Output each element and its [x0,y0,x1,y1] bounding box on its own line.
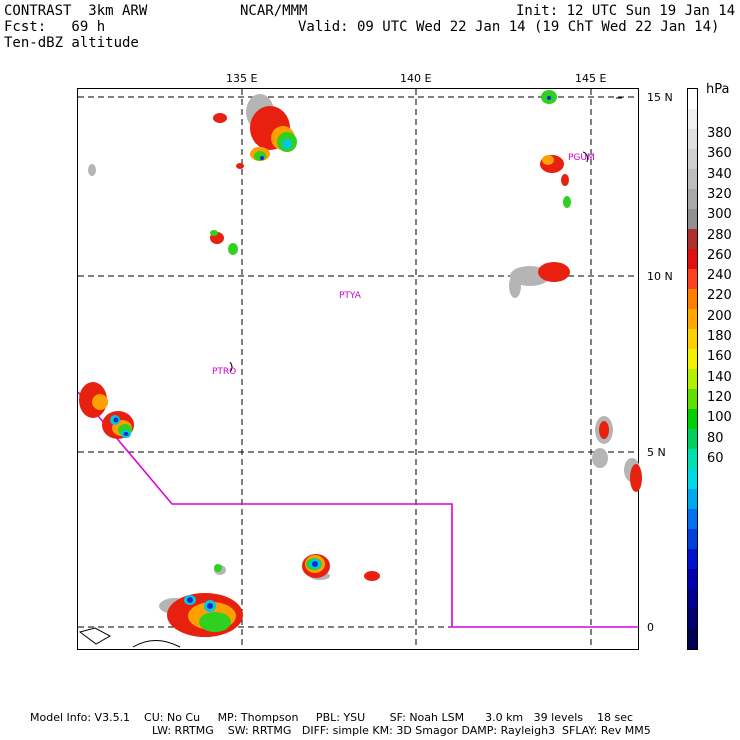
echo-cell [213,113,227,123]
colorbar-swatch [688,509,697,530]
coastline-palau [229,361,233,373]
echo-cell [214,564,222,572]
coastline-guam [582,151,588,163]
colorbar-label: 340 [707,166,732,182]
echo-core [113,417,119,423]
echo-cell [228,243,238,255]
echo-cell [561,174,569,186]
colorbar-swatch [688,389,697,410]
colorbar-swatch [688,129,697,150]
lon-label-145: 145 E [575,72,607,85]
echo-core [187,597,193,603]
echo-core [547,96,551,100]
colorbar-swatch [688,269,697,290]
lon-label-135: 135 E [226,72,258,85]
colorbar-swatch [688,209,697,230]
footer-model-info: Model Info: V3.5.1 CU: No Cu MP: Thompso… [30,711,634,724]
lat-label-15n: 15 N [647,91,673,104]
colorbar-label: 80 [707,430,724,446]
lat-label-0: 0 [647,621,654,634]
colorbar-swatch [688,189,697,210]
colorbar-swatch [688,549,697,570]
colorbar-swatch [688,229,697,250]
colorbar-swatch [688,469,697,490]
echo-cell [254,151,266,161]
colorbar-label: 180 [707,329,732,344]
field-name: Ten-dBZ altitude [4,35,139,51]
colorbar-swatch [688,629,697,650]
echo-core [312,561,318,567]
echo-cell [542,155,554,165]
echo-cell [92,394,108,410]
coastline-s [132,640,181,648]
colorbar-swatch [688,529,697,550]
colorbar-label: 320 [707,186,732,202]
colorbar-label: 300 [707,207,732,223]
colorbar-swatch [688,429,697,450]
boundary-line [77,391,638,628]
colorbar-label: 140 [707,369,732,385]
colorbar-label: 280 [707,227,732,243]
echo-cell [592,448,608,468]
colorbar-unit: hPa [706,82,730,97]
colorbar-swatch [688,569,697,590]
echo-cell [563,196,571,208]
colorbar-frame [687,88,698,650]
echo-core [123,432,129,436]
colorbar-swatch [688,369,697,390]
colorbar-label: 240 [707,268,732,284]
colorbar-swatch [688,489,697,510]
org-title: NCAR/MMM [240,3,308,19]
forecast-hour: Fcst: 69 h [4,19,106,35]
valid-time: Valid: 09 UTC Wed 22 Jan 14 (19 ChT Wed … [298,19,720,35]
colorbar-label: 380 [707,126,732,141]
echo-cell [88,164,96,176]
model-title: CONTRAST 3km ARW [4,3,148,19]
colorbar-label: 120 [707,389,732,405]
colorbar-swatch [688,109,697,130]
echo-cell [210,230,218,236]
echo-core [207,603,213,609]
colorbar-label: 200 [707,308,732,324]
footer-physics-info: LW: RRTMG SW: RRTMG DIFF: simple KM: 3D … [152,724,651,737]
colorbar-swatch [688,89,697,110]
colorbar-swatch [688,329,697,350]
colorbar-swatch [688,409,697,430]
colorbar-swatch [688,149,697,170]
echo-core [282,139,292,149]
colorbar-swatch [688,309,697,330]
colorbar-swatch [688,349,697,370]
colorbar-swatch [688,589,697,610]
colorbar-label: 260 [707,247,732,263]
colorbar-swatch [688,249,697,270]
colorbar-swatch [688,449,697,470]
echo-cell [509,274,521,298]
echo-cell [538,262,570,282]
echo-cell [630,464,642,492]
echo-cell [599,421,609,439]
station-ptya: PTYA [339,291,362,301]
echo-core [260,156,264,160]
colorbar-label: 360 [707,146,732,162]
echo-cell [364,571,380,581]
colorbar-label: 220 [707,288,732,304]
echo-cell [199,612,231,632]
coastline-sw [78,627,112,645]
colorbar-label: 160 [707,349,732,365]
lon-label-140: 140 E [400,72,432,85]
colorbar-label: 100 [707,410,732,426]
lat-label-10n: 10 N [647,270,673,283]
init-time: Init: 12 UTC Sun 19 Jan 14 [516,3,736,19]
colorbar-swatch [688,169,697,190]
lat-label-5n: 5 N [647,446,666,459]
station-ptro: PTRO [212,367,236,377]
colorbar-label: 60 [707,450,724,466]
echo-cell [236,163,244,169]
colorbar-swatch [688,289,697,310]
station-pgum: PGUM [568,153,595,163]
map-frame [77,88,639,650]
colorbar-swatch [688,609,697,630]
colorbar [688,89,697,650]
